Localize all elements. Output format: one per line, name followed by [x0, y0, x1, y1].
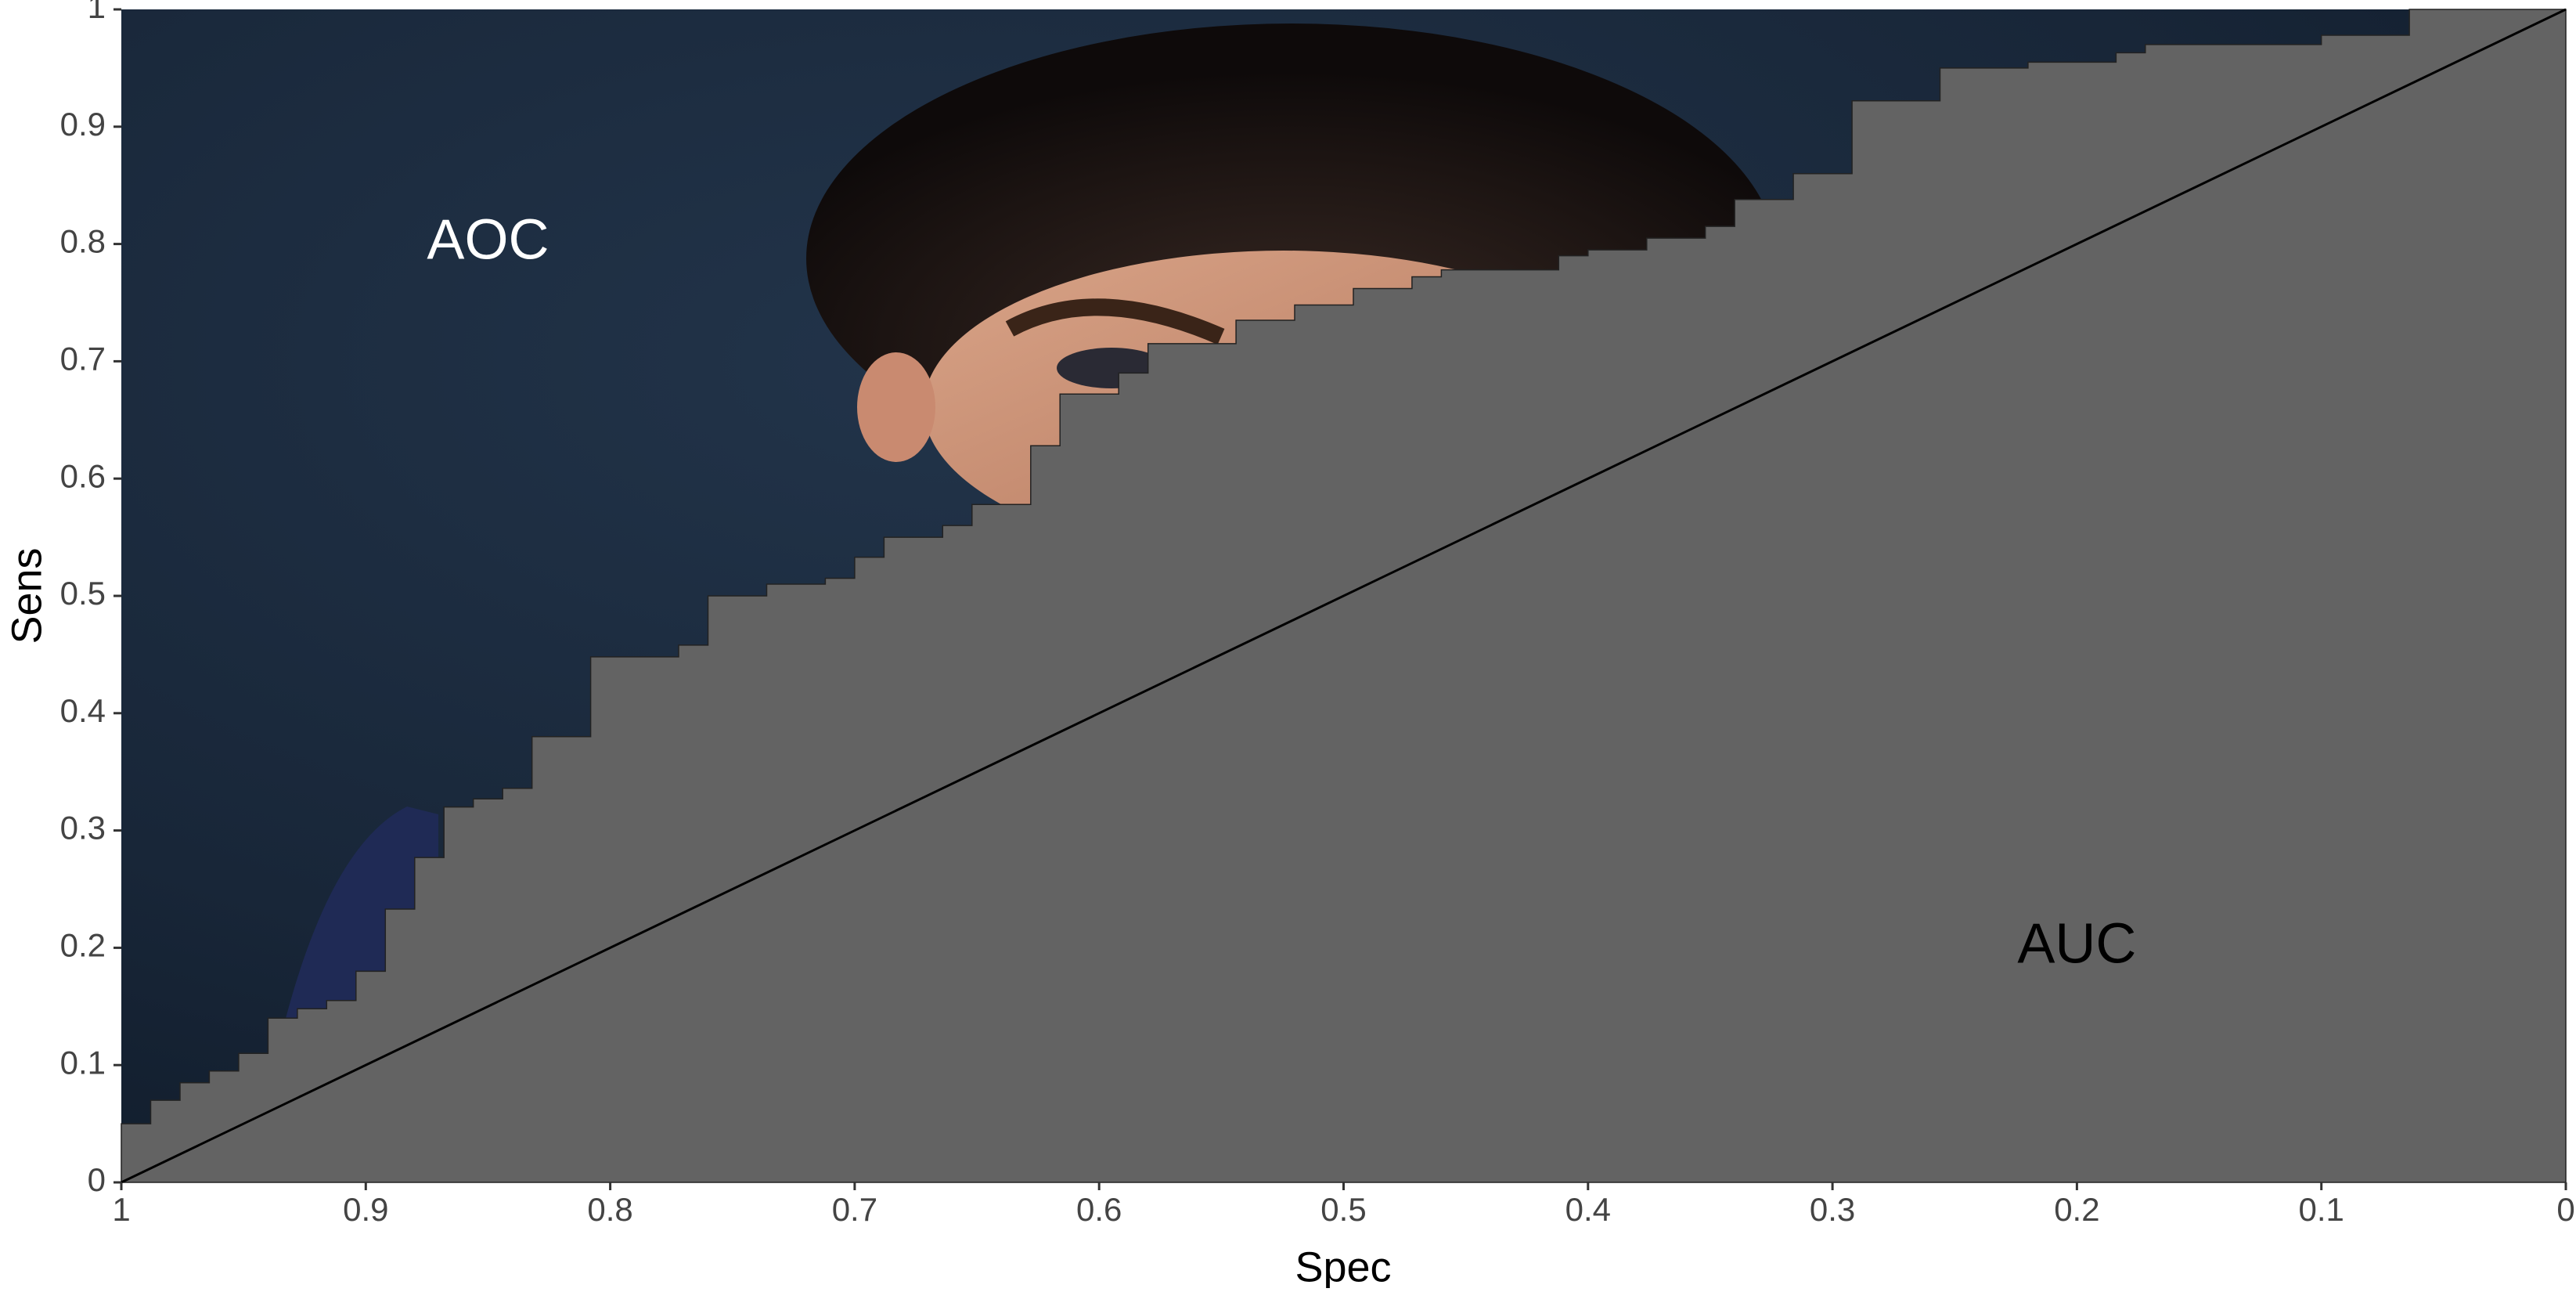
- portrait-eyebrow: [1005, 298, 1225, 345]
- auc-annotation: AUC: [2017, 912, 2136, 975]
- x-tick-label: 0.9: [343, 1191, 388, 1228]
- y-tick-label: 0.7: [60, 340, 106, 377]
- y-tick-label: 0.1: [60, 1044, 106, 1081]
- x-tick-label: 0.4: [1565, 1191, 1611, 1228]
- x-tick-label: 0: [2556, 1191, 2574, 1228]
- x-tick-label: 0.1: [2299, 1191, 2344, 1228]
- y-axis-title: Sens: [3, 547, 50, 644]
- y-tick-label: 0.8: [60, 223, 106, 260]
- portrait-ear: [857, 352, 935, 462]
- x-tick-label: 1: [112, 1191, 130, 1228]
- y-tick-label: 0.6: [60, 457, 106, 494]
- y-tick-label: 0.2: [60, 926, 106, 963]
- x-tick-label: 0.6: [1076, 1191, 1122, 1228]
- y-tick-label: 0.5: [60, 575, 106, 612]
- x-tick-label: 0.5: [1320, 1191, 1366, 1228]
- x-axis-title: Spec: [1295, 1243, 1391, 1288]
- x-tick-label: 0.7: [832, 1191, 877, 1228]
- x-tick-label: 0.8: [587, 1191, 632, 1228]
- y-tick-label: 0: [88, 1161, 106, 1198]
- reference-diagonal-line: [121, 8, 2567, 1184]
- y-axis: 0 0.1 0.2 0.3 0.4 0.5 0.6 0.7 0.8 0.9 1: [60, 0, 121, 1198]
- y-tick-label: 0.4: [60, 692, 106, 729]
- y-tick-label: 0.3: [60, 810, 106, 846]
- y-tick-label: 0.9: [60, 106, 106, 143]
- y-tick-label: 1: [88, 0, 106, 25]
- aoc-annotation: AOC: [427, 209, 549, 272]
- x-axis: 1 0.9 0.8 0.7 0.6 0.5 0.4 0.3 0.2 0.1 0: [112, 1182, 2575, 1228]
- x-tick-label: 0.2: [2054, 1191, 2099, 1228]
- x-tick-label: 0.3: [1810, 1191, 1855, 1228]
